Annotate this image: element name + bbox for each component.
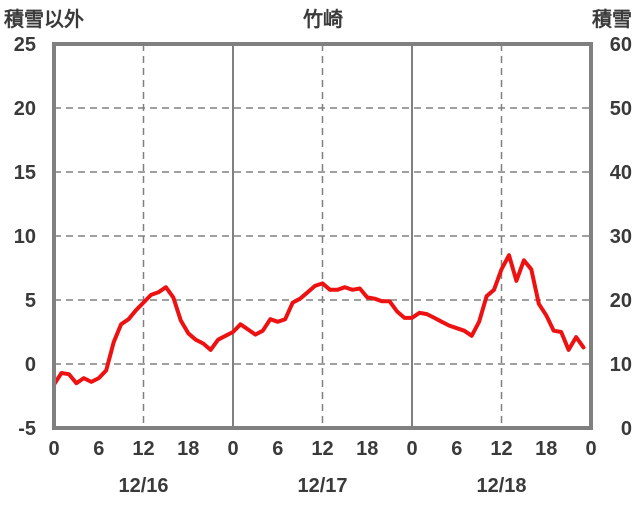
right-tick-label: 30 [610, 226, 632, 248]
left-tick-label: 10 [14, 226, 36, 248]
x-tick-label: 18 [177, 438, 199, 460]
right-axis-label: 積雪 [592, 8, 632, 31]
x-tick-label: 0 [48, 438, 59, 460]
x-tick-label: 6 [451, 438, 462, 460]
x-tick-label: 0 [227, 438, 238, 460]
series-line-1 [52, 253, 586, 387]
date-label: 12/18 [476, 475, 526, 497]
x-tick-label: 0 [406, 438, 417, 460]
chart-title: 竹崎 [302, 7, 343, 31]
left-tick-label: -5 [18, 418, 36, 440]
right-tick-label: 0 [621, 418, 632, 440]
left-axis-label: 積雪以外 [4, 7, 84, 31]
left-tick-label: 5 [25, 290, 36, 312]
left-tick-label: 20 [14, 98, 36, 120]
x-tick-label: 12 [132, 438, 154, 460]
right-tick-label: 50 [610, 98, 632, 120]
right-tick-label: 20 [610, 290, 632, 312]
x-tick-label: 18 [535, 438, 557, 460]
left-tick-label: 0 [25, 354, 36, 376]
date-label: 12/16 [118, 475, 168, 497]
left-tick-label: 15 [14, 162, 36, 184]
x-tick-label: 6 [272, 438, 283, 460]
series-layer [52, 253, 593, 430]
right-tick-label: 40 [610, 162, 632, 184]
x-tick-label: 0 [585, 438, 596, 460]
plot-frame [52, 42, 593, 430]
x-tick-label: 18 [356, 438, 378, 460]
x-tick-label: 6 [93, 438, 104, 460]
left-tick-label: 25 [14, 34, 36, 56]
right-tick-label: 10 [610, 354, 632, 376]
grid-layer [54, 44, 591, 428]
x-tick-label: 12 [490, 438, 512, 460]
right-tick-label: 60 [610, 34, 632, 56]
date-label: 12/17 [297, 475, 347, 497]
x-tick-label: 12 [311, 438, 333, 460]
